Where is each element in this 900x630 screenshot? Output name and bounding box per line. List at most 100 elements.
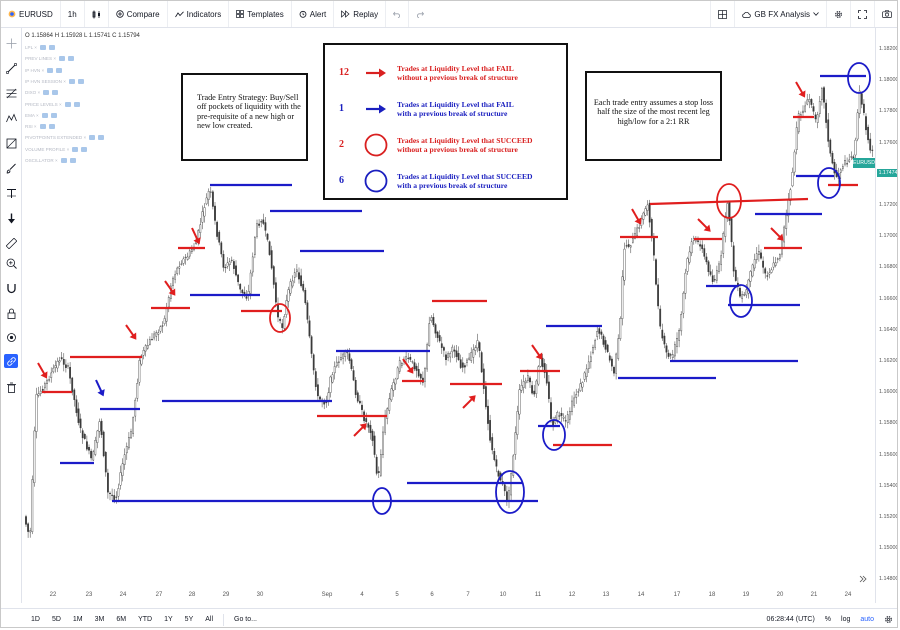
arrow-down-icon[interactable] xyxy=(4,211,18,225)
chart-type-button[interactable] xyxy=(85,1,109,27)
candle-body xyxy=(596,331,599,337)
eye-toggle-icon[interactable] xyxy=(39,124,46,130)
settings-icon[interactable] xyxy=(81,146,88,152)
eye-icon[interactable] xyxy=(4,330,18,344)
settings-icon[interactable] xyxy=(98,135,105,141)
candle-body xyxy=(514,432,517,455)
range-button-6m[interactable]: 6M xyxy=(116,616,127,623)
range-button-5y[interactable]: 5Y xyxy=(184,616,194,623)
alert-button[interactable]: Alert xyxy=(292,1,335,27)
trend-line-icon[interactable] xyxy=(4,61,18,75)
trash-icon[interactable] xyxy=(4,380,18,394)
indicator-row[interactable]: RSI × xyxy=(25,124,55,130)
indicator-row[interactable]: LPL × xyxy=(25,45,55,50)
templates-button[interactable]: Templates xyxy=(229,1,292,27)
red-arrow xyxy=(770,227,784,241)
range-button-3m[interactable]: 3M xyxy=(94,616,105,623)
prediction-icon[interactable] xyxy=(4,136,18,150)
interval-button[interactable]: 1h xyxy=(61,1,85,27)
settings-icon[interactable] xyxy=(52,90,59,96)
eye-toggle-icon[interactable] xyxy=(72,146,79,152)
settings-icon[interactable] xyxy=(77,78,84,84)
symbol-search[interactable]: EURUSD xyxy=(1,1,61,27)
range-button-ytd[interactable]: YTD xyxy=(138,616,153,623)
time-tick-label: 21 xyxy=(810,592,818,598)
text-tool-icon[interactable] xyxy=(4,186,18,200)
range-button-1y[interactable]: 1Y xyxy=(164,616,173,623)
eye-toggle-icon[interactable] xyxy=(47,67,54,73)
candle-body xyxy=(293,272,296,278)
indicator-row[interactable]: PIVOTPOINTS EXTENDED × xyxy=(25,135,105,141)
candle-body xyxy=(451,346,454,353)
indicators-button[interactable]: Indicators xyxy=(168,1,230,27)
candle-body xyxy=(148,339,151,345)
settings-icon[interactable] xyxy=(50,112,57,118)
price-axis[interactable]: 1.182001.180001.178001.176001.174001.172… xyxy=(875,28,897,603)
range-button-1m[interactable]: 1M xyxy=(72,616,83,623)
eye-toggle-icon[interactable] xyxy=(64,101,71,107)
settings-icon[interactable] xyxy=(48,45,55,50)
settings-icon[interactable] xyxy=(69,158,76,163)
link-icon[interactable] xyxy=(4,354,18,368)
fib-retracement-icon[interactable] xyxy=(4,86,18,100)
layout-name-button[interactable]: GB FX Analysis xyxy=(734,1,826,27)
eye-toggle-icon[interactable] xyxy=(89,135,96,141)
candle-body xyxy=(264,222,267,231)
crosshair-icon[interactable] xyxy=(4,36,18,50)
settings-icon[interactable] xyxy=(73,101,80,107)
range-button-all[interactable]: All xyxy=(205,616,214,623)
candle-body xyxy=(581,382,584,388)
percent-toggle[interactable]: % xyxy=(824,616,832,623)
candle-body xyxy=(352,370,355,381)
settings-icon[interactable] xyxy=(56,67,63,73)
replay-button[interactable]: Replay xyxy=(334,1,387,27)
compare-button[interactable]: Compare xyxy=(109,1,168,27)
eye-toggle-icon[interactable] xyxy=(68,78,75,84)
magnet-icon[interactable] xyxy=(4,281,18,295)
fullscreen-button[interactable] xyxy=(850,1,874,27)
settings-icon[interactable] xyxy=(68,56,75,62)
redo-button[interactable] xyxy=(409,1,431,27)
indicator-row[interactable]: IP HVN SESSION × xyxy=(25,78,84,84)
lock-icon[interactable] xyxy=(4,306,18,320)
log-toggle[interactable]: log xyxy=(841,616,851,623)
ruler-icon[interactable] xyxy=(4,236,18,250)
settings-button[interactable] xyxy=(826,1,850,27)
indicator-row[interactable]: EMA × xyxy=(25,112,57,118)
indicator-row[interactable]: OSCILLATOR × xyxy=(25,158,76,163)
eye-toggle-icon[interactable] xyxy=(43,90,50,96)
settings-icon[interactable] xyxy=(48,124,55,130)
goto-button[interactable]: Go to... xyxy=(234,616,257,623)
undo-button[interactable] xyxy=(386,1,410,27)
eye-toggle-icon[interactable] xyxy=(60,158,67,163)
candle-body xyxy=(340,357,342,360)
settings-gear-icon[interactable] xyxy=(884,615,893,624)
indicator-row[interactable]: IP HVN × xyxy=(25,67,63,73)
brush-icon[interactable] xyxy=(4,161,18,175)
candle-body xyxy=(848,159,851,162)
range-button-5d[interactable]: 5D xyxy=(51,616,61,623)
price-chart[interactable] xyxy=(22,28,875,603)
zoom-in-icon[interactable] xyxy=(4,256,18,270)
indicator-row[interactable]: PREV LINES × xyxy=(25,56,75,62)
layout-grid-button[interactable] xyxy=(710,1,734,27)
legend-text: Trades at Liquidity Level that FAIL witho… xyxy=(397,64,518,82)
clock-readout[interactable]: 06:28:44 (UTC) xyxy=(766,616,815,623)
eye-toggle-icon[interactable] xyxy=(39,45,46,50)
indicator-row[interactable]: DIXO × xyxy=(25,90,59,96)
auto-toggle[interactable]: auto xyxy=(860,616,874,623)
range-button-1d[interactable]: 1D xyxy=(31,616,40,623)
indicator-row[interactable]: VOLUME PROFILE × xyxy=(25,146,88,152)
time-axis[interactable]: 22 23 24 27 28 29 30 Sep 4 5 6 7 10 11 12 13 14 17 18 19 20 2… xyxy=(22,589,875,603)
indicator-row[interactable]: PRICE LEVELS × xyxy=(25,101,80,107)
eye-toggle-icon[interactable] xyxy=(59,56,66,62)
pattern-icon[interactable] xyxy=(4,111,18,125)
candle-body xyxy=(253,237,256,255)
candle-body xyxy=(155,332,158,337)
candle-body xyxy=(226,262,229,267)
candle-body xyxy=(573,397,576,406)
scroll-to-end-icon[interactable] xyxy=(859,575,867,583)
snapshot-button[interactable] xyxy=(874,1,897,27)
candle-body xyxy=(398,360,401,372)
eye-toggle-icon[interactable] xyxy=(41,112,48,118)
